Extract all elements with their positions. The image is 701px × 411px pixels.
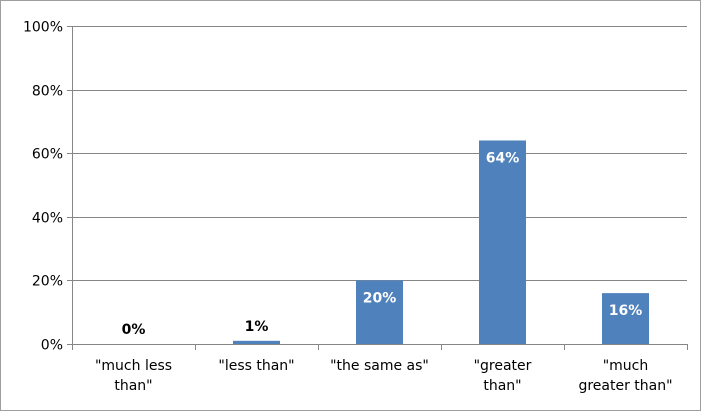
x-category-label-line: "much [603,358,649,374]
x-category-label-line: "the same as" [330,358,429,374]
bar [602,293,649,344]
y-tick-label: 60% [32,147,63,163]
x-category-label-line: than" [114,378,152,394]
data-label: 1% [245,319,269,335]
x-category-label-line: than" [483,378,521,394]
y-tick-label: 0% [41,338,63,354]
x-category-label-line: greater than" [578,378,672,394]
y-tick-label: 40% [32,211,63,227]
data-label: 64% [486,150,520,166]
x-category-label: "much less than" [95,358,172,394]
x-category-label-line: "much less [95,358,172,374]
data-label: 16% [609,303,643,319]
y-tick-label: 100% [23,20,63,36]
data-label: 20% [363,290,397,306]
x-category-label: "greater than" [474,358,532,394]
x-category-label: "the same as" [330,358,429,374]
y-tick-label: 20% [32,274,63,290]
data-label: 0% [122,322,146,338]
bar [233,340,280,344]
y-tick-label: 80% [32,84,63,100]
x-category-label-line: "less than" [218,358,294,374]
x-category-label: "less than" [218,358,294,374]
x-category-label-line: "greater [474,358,532,374]
bar [356,280,403,344]
x-category-label: "much greater than" [578,358,672,394]
bar [479,140,526,344]
